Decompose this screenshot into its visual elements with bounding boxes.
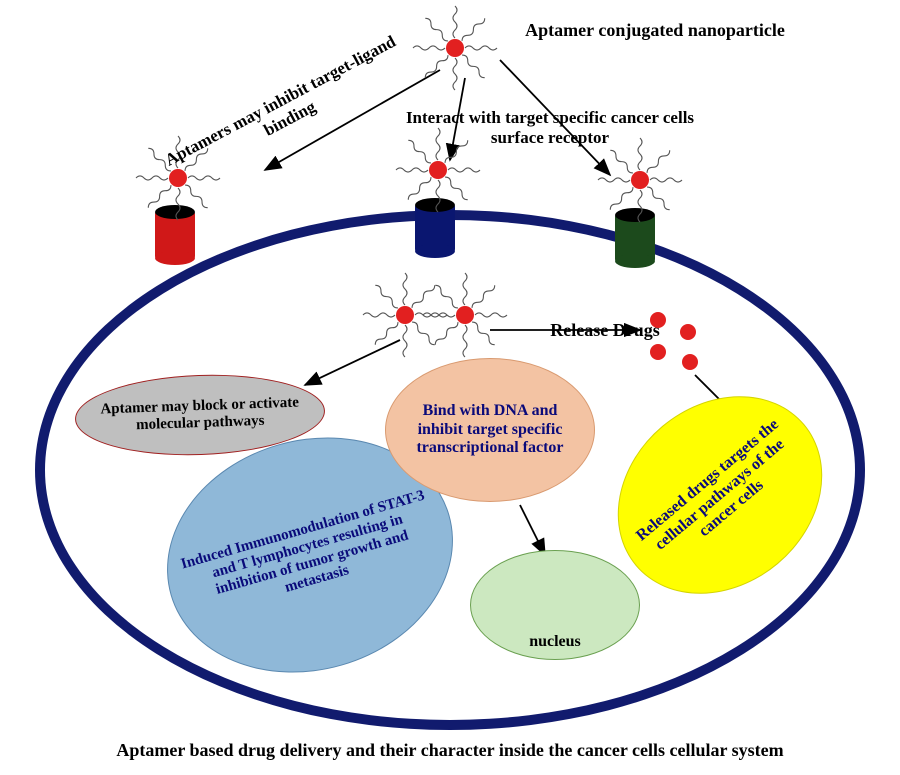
ellipse-text: Induced Immunomodulation of STAT-3 and T… [177, 487, 442, 624]
figure-caption: Aptamer based drug delivery and their ch… [70, 740, 830, 761]
ellipse-nucleus: nucleus [470, 550, 640, 660]
ellipse-text: Released drugs targets the cellular path… [631, 414, 809, 576]
label-interact-receptor: Interact with target specific cancer cel… [400, 108, 700, 147]
ellipse-text: Bind with DNA and inhibit target specifi… [402, 402, 578, 457]
drug-dot [650, 312, 666, 328]
drug-dot [680, 324, 696, 340]
ellipse-text: Aptamer may block or activate molecular … [91, 394, 308, 436]
nanoparticle-icon [413, 6, 497, 90]
label-release-drugs: Release Drugs [545, 320, 665, 341]
diagram-stage: Aptamer conjugated nanoparticle Interact… [0, 0, 900, 775]
drug-dot [682, 354, 698, 370]
receptor-icon [155, 205, 195, 265]
nanoparticle-icon [598, 138, 682, 222]
nucleus-label: nucleus [471, 633, 639, 651]
label-aptamer-conjugated: Aptamer conjugated nanoparticle [525, 20, 785, 41]
label-inhibit-binding: Aptamers may inhibit target-ligand bindi… [161, 31, 409, 188]
drug-dot [650, 344, 666, 360]
ellipse-bind-dna: Bind with DNA and inhibit target specifi… [385, 358, 595, 502]
